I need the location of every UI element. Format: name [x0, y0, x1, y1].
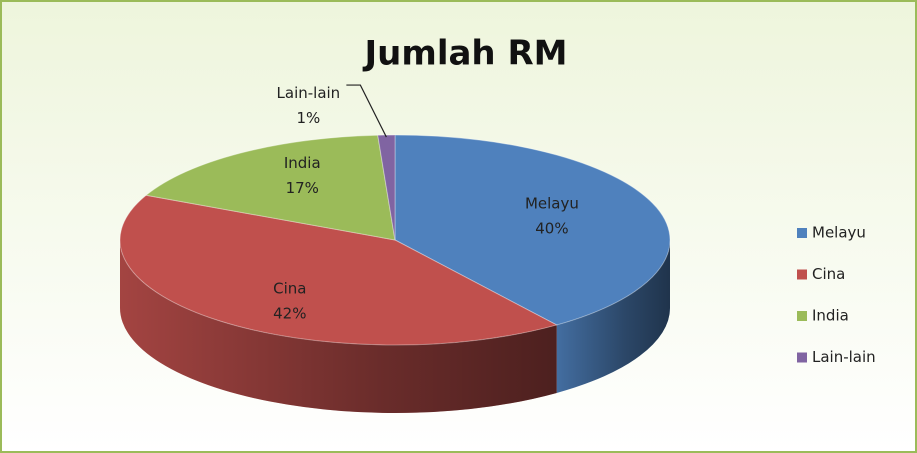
leader-line — [346, 84, 387, 138]
legend-swatch — [797, 228, 807, 238]
slice — [394, 134, 671, 326]
legend-label: Lain-lain — [812, 348, 876, 366]
slice-side-shade — [120, 240, 557, 413]
data-label-category: India — [284, 153, 321, 171]
data-label-category: Melayu — [525, 194, 579, 212]
slice — [119, 194, 558, 346]
data-label: Cina 42% — [273, 279, 306, 322]
legend-label: Cina — [812, 265, 845, 283]
legend-swatch — [797, 352, 807, 363]
data-label-value: 1% — [296, 109, 320, 127]
slice-side-shade — [556, 240, 670, 393]
data-label: Lain-lain 1% — [277, 84, 341, 127]
slice — [377, 134, 396, 241]
data-label-value: 42% — [273, 304, 306, 322]
chart-title: Jumlah RM — [363, 34, 568, 74]
slice — [145, 134, 396, 241]
legend-swatch — [797, 311, 807, 321]
data-label-category: Lain-lain — [277, 84, 341, 102]
data-label-category: Cina — [273, 279, 306, 297]
legend-label: Melayu — [812, 224, 866, 242]
data-label-value: 17% — [286, 178, 319, 196]
data-label-value: 40% — [535, 219, 568, 237]
data-label: Melayu 40% — [525, 194, 579, 237]
legend-swatch — [797, 269, 807, 280]
legend-label: India — [812, 307, 849, 325]
data-label: India 17% — [284, 153, 321, 196]
